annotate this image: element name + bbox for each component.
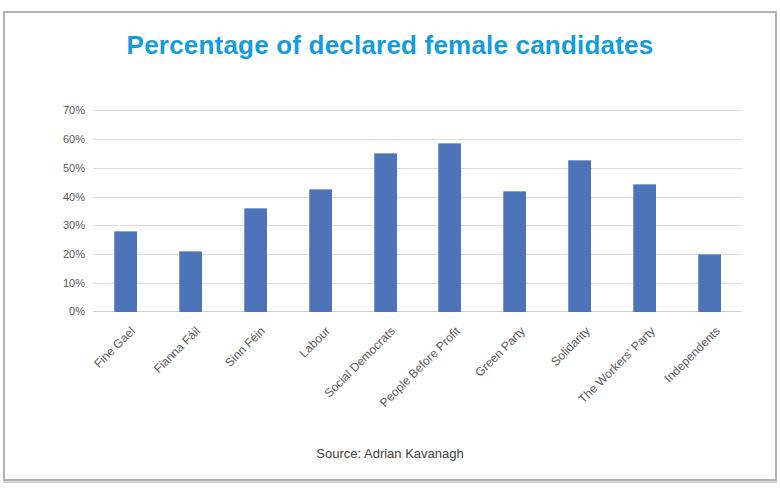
x-axis-label: Solidarity xyxy=(463,324,593,454)
source-caption: Source: Adrian Kavanagh xyxy=(5,446,775,461)
y-tick-label: 30% xyxy=(41,219,85,232)
bar xyxy=(503,191,526,312)
x-axis-label: Independents xyxy=(593,324,723,454)
y-tick-label: 60% xyxy=(41,133,85,146)
chart-title: Percentage of declared female candidates xyxy=(5,30,775,61)
x-axis-label: People Before Profit xyxy=(333,324,463,454)
x-axis-label: Social Democrats xyxy=(268,324,398,454)
y-tick-label: 20% xyxy=(41,248,85,261)
x-axis-label: Fianna Fáil xyxy=(73,324,203,454)
gridline xyxy=(93,110,742,111)
x-axis-label: Sinn Féin xyxy=(138,324,268,454)
bar xyxy=(633,184,656,312)
gridline xyxy=(93,139,742,140)
gridline xyxy=(93,168,742,169)
bar xyxy=(698,254,721,312)
chart-page: Percentage of declared female candidates… xyxy=(0,0,780,500)
x-axis-labels: Fine GaelFianna FáilSinn FéinLabourSocia… xyxy=(93,319,742,437)
bar xyxy=(568,160,591,312)
x-axis-label: Fine Gael xyxy=(8,324,138,454)
bar xyxy=(438,143,461,312)
x-axis-label: Labour xyxy=(203,324,333,454)
x-axis-label: The Workers' Party xyxy=(528,324,658,454)
x-axis-label: Green Party xyxy=(398,324,528,454)
y-tick-label: 0% xyxy=(41,305,85,318)
y-tick-label: 70% xyxy=(41,104,85,117)
plot-area: 70%60%50%40%30%20%10%0% xyxy=(93,110,742,312)
bar xyxy=(179,251,202,312)
bar xyxy=(244,208,267,312)
bar xyxy=(309,189,332,312)
y-tick-label: 10% xyxy=(41,277,85,290)
bar xyxy=(114,231,137,312)
y-tick-label: 40% xyxy=(41,191,85,204)
y-tick-label: 50% xyxy=(41,162,85,175)
bar xyxy=(374,153,397,312)
chart-frame: Percentage of declared female candidates… xyxy=(3,11,777,481)
